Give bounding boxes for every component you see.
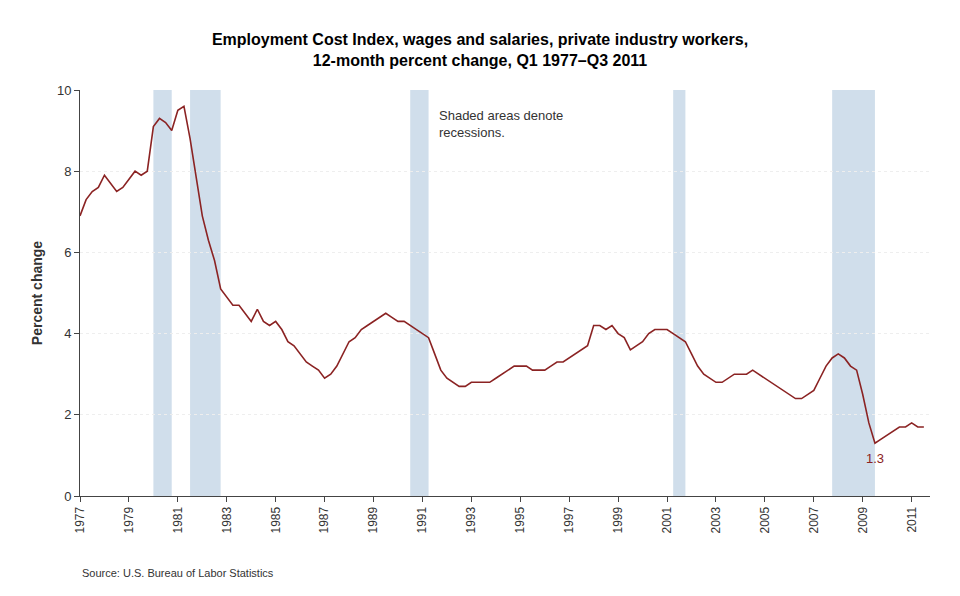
svg-text:1987: 1987 [318,506,332,533]
svg-text:Employment Cost Index, wages a: Employment Cost Index, wages and salarie… [212,31,748,69]
svg-text:4: 4 [64,326,71,341]
svg-text:2001: 2001 [660,506,674,533]
svg-text:2007: 2007 [807,506,821,533]
svg-text:Percent change: Percent change [29,241,45,345]
svg-text:2011: 2011 [905,506,919,532]
svg-text:0: 0 [64,489,71,504]
svg-text:2009: 2009 [856,506,870,533]
svg-text:1995: 1995 [513,506,527,533]
svg-text:1991: 1991 [415,506,429,533]
svg-text:2003: 2003 [709,506,723,533]
svg-text:10: 10 [57,83,71,98]
svg-text:1981: 1981 [171,506,185,533]
svg-text:1.3: 1.3 [866,451,884,466]
svg-text:2005: 2005 [758,506,772,533]
svg-text:1989: 1989 [366,506,380,533]
svg-text:1977: 1977 [73,506,87,533]
svg-text:Shaded areas denoterecessions.: Shaded areas denoterecessions. [439,108,563,140]
svg-text:Source: U.S. Bureau of Labor S: Source: U.S. Bureau of Labor Statistics [82,567,274,579]
svg-text:1985: 1985 [269,506,283,533]
svg-text:1999: 1999 [611,506,625,533]
svg-text:2: 2 [64,407,71,422]
svg-text:1997: 1997 [562,506,576,533]
svg-text:1993: 1993 [464,506,478,533]
svg-text:8: 8 [64,164,71,179]
svg-text:1979: 1979 [122,506,136,533]
svg-text:1983: 1983 [220,506,234,533]
svg-text:6: 6 [64,245,71,260]
